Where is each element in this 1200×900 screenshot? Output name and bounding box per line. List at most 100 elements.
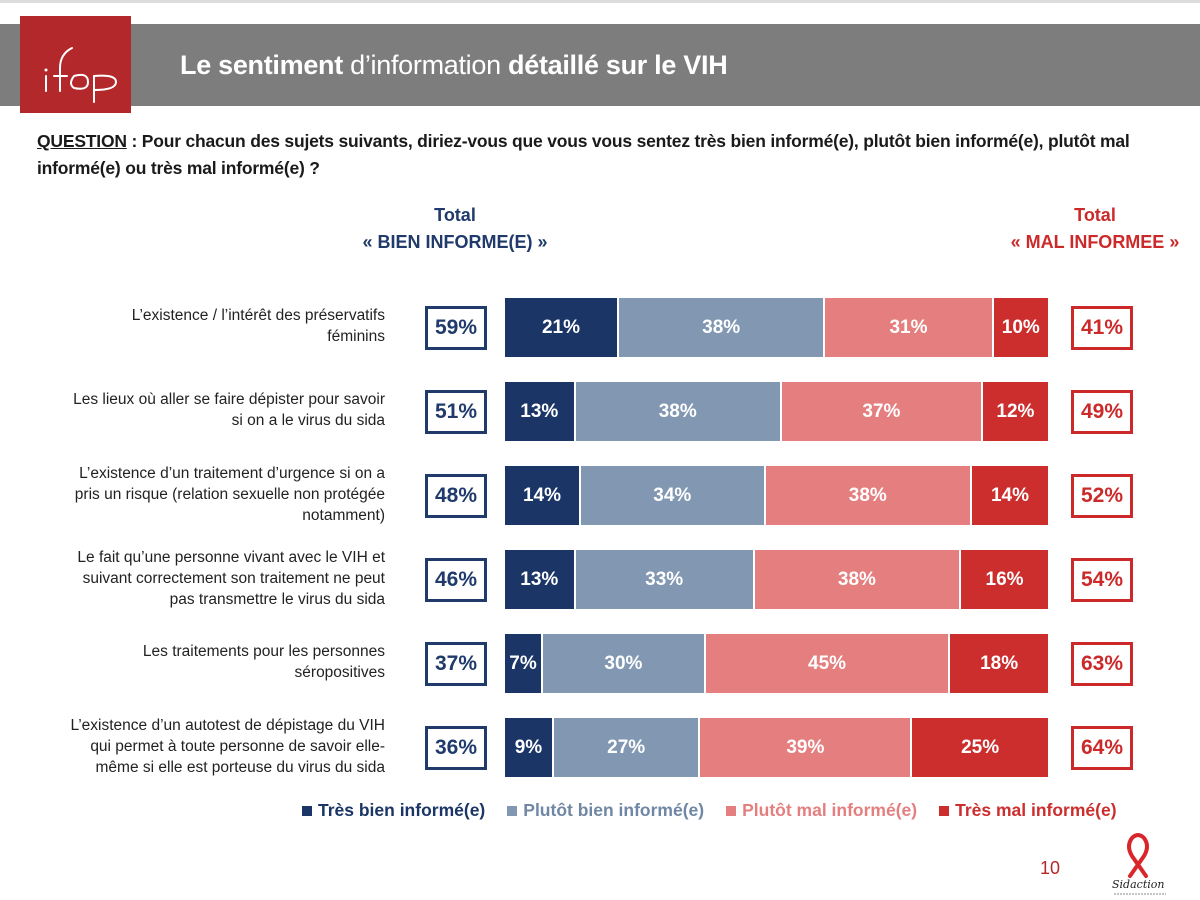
total-bien-informe-value: 36% — [425, 726, 487, 770]
row-label-line: pas transmettre le virus du sida — [169, 590, 385, 608]
bar-segment-label: 7% — [509, 652, 537, 674]
bar-segment-tres-mal: 25% — [912, 718, 1048, 777]
row-label-line: Les traitements pour les personnes — [142, 643, 385, 660]
bar-segment-tres-bien: 7% — [505, 634, 543, 693]
row-label-line: qui permet à toute personne de savoir el… — [90, 737, 385, 755]
bar-segment-label: 18% — [980, 652, 1019, 674]
question-label: QUESTION — [37, 131, 127, 151]
survey-question: QUESTION : Pour chacun des sujets suivan… — [37, 128, 1177, 182]
row-label-line: L’existence / l’intérêt des préservatifs — [131, 307, 385, 324]
legend-item: Plutôt bien informé(e) — [507, 800, 704, 821]
bar-segment-label: 13% — [520, 568, 559, 590]
page-title: Le sentiment d’information détaillé sur … — [180, 50, 728, 81]
top-divider — [0, 0, 1200, 3]
legend-item: Plutôt mal informé(e) — [726, 800, 917, 821]
bar-segment-label: 16% — [985, 568, 1024, 590]
bar-segment-label: 13% — [520, 400, 559, 422]
row-label: L’existence / l’intérêt des préservatifs… — [0, 305, 385, 347]
bar-segment-plutot-mal: 39% — [700, 718, 913, 777]
row-label-line: Les lieux où aller se faire dépister pou… — [73, 391, 385, 408]
bar-segment-tres-mal: 18% — [950, 634, 1048, 693]
total-bien-informe-value: 46% — [425, 558, 487, 602]
legend-swatch-icon — [302, 805, 312, 816]
sidaction-logo: Sidaction — [1110, 828, 1170, 898]
bar-segment-label: 9% — [514, 736, 543, 758]
bar-segment-label: 38% — [702, 316, 741, 338]
bar-segment-plutot-mal: 38% — [765, 466, 972, 525]
bar-segment-label: 34% — [653, 484, 692, 506]
title-bold-1: Le sentiment — [180, 50, 343, 80]
row-label-line: pris un risque (relation sexuelle non pr… — [74, 485, 385, 503]
total-mal-informe-value: 54% — [1071, 558, 1133, 602]
legend-label: Plutôt bien informé(e) — [523, 800, 705, 820]
bar-segment-label: 14% — [522, 484, 562, 506]
bar-segment-tres-bien: 9% — [505, 718, 554, 777]
row-label: Le fait qu’une personne vivant avec le V… — [0, 547, 385, 610]
total-bien-informe-value: 59% — [425, 306, 487, 350]
bar-segment-tres-mal: 12% — [982, 382, 1048, 441]
bar-segment-label: 38% — [658, 400, 697, 422]
bar-segment-label: 27% — [607, 736, 646, 758]
bar-segment-label: 14% — [990, 484, 1029, 506]
total-bien-informe-header: Total « BIEN INFORME(E) » — [360, 202, 550, 256]
row-label-line: même si elle est porteuse du virus du si… — [95, 758, 385, 776]
legend-label: Très bien informé(e) — [318, 800, 486, 820]
bar-segment-label: 30% — [604, 652, 643, 674]
legend-item: Très bien informé(e) — [302, 800, 485, 821]
total-mal-informe-value: 41% — [1071, 306, 1133, 350]
total-mal-informe-header: Total « MAL INFORMEE » — [990, 202, 1200, 256]
row-label: Les lieux où aller se faire dépister pou… — [0, 389, 385, 431]
bar-segment-tres-bien: 13% — [505, 550, 576, 609]
row-label: Les traitements pour les personnes séropo… — [0, 641, 385, 683]
bar-segment-label: 31% — [889, 316, 928, 338]
stacked-bar-row: 14% 34% 38% 14% — [505, 466, 1048, 525]
bar-segment-label: 21% — [541, 316, 581, 338]
legend-swatch-icon — [726, 805, 737, 816]
stacked-bar-row: 9% 27% 39% 25% — [505, 718, 1048, 777]
bar-segment-tres-bien: 13% — [505, 382, 576, 441]
red-ribbon-icon — [1127, 833, 1149, 878]
total-left-line1: Total — [434, 205, 476, 225]
total-right-line1: Total — [1074, 205, 1116, 225]
stacked-bar-row: 7% 30% 45% 18% — [505, 634, 1048, 693]
legend-label: Plutôt mal informé(e) — [742, 800, 918, 820]
total-right-line2: « MAL INFORMEE » — [1010, 232, 1180, 252]
svg-text:Sidaction: Sidaction — [1112, 878, 1164, 891]
bar-segment-plutot-bien: 38% — [575, 382, 782, 441]
header-band — [0, 24, 1200, 106]
total-mal-informe-value: 49% — [1071, 390, 1133, 434]
stacked-bar-row: 21% 38% 31% 10% — [505, 298, 1048, 357]
legend-label: Très mal informé(e) — [955, 800, 1117, 820]
bar-segment-tres-bien: 21% — [505, 298, 620, 357]
ifop-logo — [20, 16, 131, 113]
bar-segment-label: 37% — [862, 400, 901, 422]
total-left-line2: « BIEN INFORME(E) » — [362, 232, 548, 252]
bar-segment-label: 33% — [645, 568, 684, 590]
bar-segment-plutot-bien: 34% — [581, 466, 766, 525]
bar-segment-label: 12% — [996, 400, 1035, 422]
total-mal-informe-value: 64% — [1071, 726, 1133, 770]
row-label-line: si on a le virus du sida — [231, 412, 385, 429]
bar-segment-plutot-bien: 30% — [543, 634, 706, 693]
bar-segment-plutot-mal: 38% — [754, 550, 962, 609]
total-bien-informe-value: 37% — [425, 642, 487, 686]
bar-segment-tres-mal: 16% — [961, 550, 1048, 609]
bar-segment-tres-mal: 14% — [971, 466, 1048, 525]
legend-swatch-icon — [939, 805, 950, 816]
bar-segment-plutot-mal: 45% — [705, 634, 951, 693]
row-label: L’existence d’un traitement d’urgence si… — [0, 463, 385, 526]
bar-segment-plutot-mal: 37% — [781, 382, 983, 441]
stacked-bar-row: 13% 33% 38% 16% — [505, 550, 1048, 609]
bar-segment-plutot-bien: 33% — [575, 550, 755, 609]
row-label-line: L’existence d’un traitement d’urgence si… — [79, 464, 385, 482]
bar-segment-tres-bien: 14% — [505, 466, 582, 525]
chart-legend: Très bien informé(e) Plutôt bien informé(… — [302, 800, 1117, 821]
row-label-line: suivant correctement son traitement ne p… — [82, 569, 385, 587]
total-bien-informe-value: 51% — [425, 390, 487, 434]
page-number: 10 — [1040, 858, 1061, 878]
bar-segment-plutot-mal: 31% — [825, 298, 994, 357]
bar-segment-label: 39% — [786, 736, 825, 758]
total-mal-informe-value: 52% — [1071, 474, 1133, 518]
bar-segment-label: 10% — [1001, 316, 1040, 338]
bar-segment-plutot-bien: 38% — [619, 298, 826, 357]
